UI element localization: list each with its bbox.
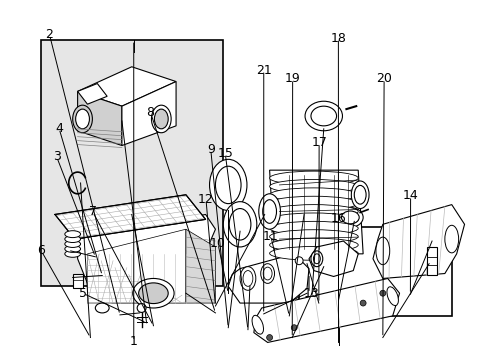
Polygon shape [308, 241, 358, 276]
Text: 17: 17 [310, 136, 326, 149]
Text: 11: 11 [263, 230, 278, 243]
Ellipse shape [305, 101, 342, 131]
Ellipse shape [243, 271, 252, 286]
Polygon shape [269, 170, 363, 254]
Ellipse shape [209, 159, 246, 211]
Polygon shape [253, 278, 399, 342]
Ellipse shape [269, 196, 358, 210]
Ellipse shape [229, 208, 250, 240]
Polygon shape [87, 229, 185, 303]
Ellipse shape [375, 237, 389, 265]
Circle shape [360, 300, 366, 306]
Text: 1: 1 [129, 335, 138, 348]
Ellipse shape [269, 171, 358, 185]
Ellipse shape [269, 230, 358, 243]
Text: 10: 10 [210, 237, 225, 250]
Text: 8: 8 [146, 106, 154, 119]
Bar [426, 247, 436, 275]
Circle shape [291, 325, 297, 330]
Text: 2: 2 [45, 28, 53, 41]
Text: 14: 14 [402, 189, 418, 202]
Ellipse shape [251, 315, 263, 334]
Ellipse shape [269, 188, 358, 202]
Text: 13: 13 [304, 287, 319, 300]
Text: 7: 7 [89, 206, 97, 219]
Polygon shape [228, 254, 308, 303]
Ellipse shape [262, 200, 276, 223]
Ellipse shape [350, 181, 368, 208]
Ellipse shape [258, 194, 280, 229]
Polygon shape [55, 195, 205, 239]
Polygon shape [185, 229, 215, 303]
Text: 18: 18 [330, 32, 346, 45]
Ellipse shape [137, 303, 146, 312]
Ellipse shape [269, 238, 358, 252]
Ellipse shape [444, 225, 458, 253]
Text: 12: 12 [198, 193, 213, 206]
Ellipse shape [269, 247, 358, 260]
Ellipse shape [269, 204, 358, 219]
Ellipse shape [73, 105, 92, 133]
Text: 3: 3 [53, 150, 61, 163]
Text: 4: 4 [55, 122, 63, 135]
Polygon shape [372, 204, 464, 278]
Ellipse shape [260, 264, 274, 283]
Polygon shape [122, 82, 176, 145]
Ellipse shape [341, 211, 359, 224]
Ellipse shape [65, 231, 81, 238]
Ellipse shape [295, 257, 303, 265]
Polygon shape [78, 215, 215, 303]
Ellipse shape [154, 109, 168, 129]
Ellipse shape [132, 278, 174, 308]
Ellipse shape [139, 283, 168, 303]
Ellipse shape [269, 180, 358, 193]
Ellipse shape [223, 202, 256, 247]
Circle shape [266, 334, 272, 341]
Ellipse shape [269, 213, 358, 227]
Circle shape [379, 290, 385, 296]
Ellipse shape [263, 267, 271, 280]
Ellipse shape [353, 185, 366, 204]
Text: 15: 15 [217, 147, 233, 160]
Ellipse shape [386, 287, 398, 306]
Ellipse shape [240, 267, 255, 290]
Polygon shape [78, 67, 176, 106]
Ellipse shape [310, 106, 336, 126]
Polygon shape [78, 91, 122, 145]
Ellipse shape [310, 251, 322, 267]
Text: 6: 6 [37, 244, 45, 257]
Bar [41, 40, 223, 286]
Text: 19: 19 [284, 72, 300, 85]
Bar [73, 274, 82, 288]
Ellipse shape [65, 246, 81, 252]
Ellipse shape [313, 254, 320, 264]
Ellipse shape [65, 251, 81, 257]
Ellipse shape [65, 240, 81, 247]
Ellipse shape [151, 105, 171, 133]
Ellipse shape [269, 221, 358, 235]
Ellipse shape [76, 109, 89, 129]
Bar [299, 227, 451, 316]
Text: 20: 20 [375, 72, 391, 85]
Ellipse shape [95, 303, 109, 313]
Ellipse shape [215, 166, 241, 204]
Text: 9: 9 [206, 143, 214, 156]
Text: 16: 16 [330, 212, 346, 225]
Text: 21: 21 [255, 64, 271, 77]
Ellipse shape [337, 208, 363, 227]
Polygon shape [78, 84, 107, 104]
Text: 5: 5 [79, 287, 87, 300]
Ellipse shape [65, 236, 81, 243]
